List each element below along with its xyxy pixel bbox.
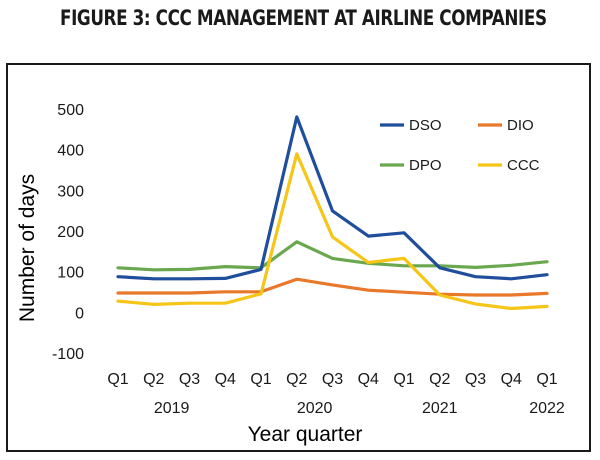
- series-line-dso: [116, 115, 549, 281]
- y-tick-label: 300: [57, 183, 84, 200]
- y-tick-label: 400: [57, 143, 84, 160]
- chart-frame: [6, 63, 591, 452]
- x-axis-ticks: Q1 Q2 Q3 Q4 Q1 Q2 Q3 Q4 Q1 Q2 Q3 Q4 Q1: [107, 371, 557, 388]
- y-tick-label: 0: [75, 305, 84, 322]
- series-line-dpo: [116, 240, 549, 272]
- x-tick-label: Q1: [250, 371, 271, 388]
- x-tick-label: Q2: [429, 371, 450, 388]
- series-lines: [116, 115, 549, 311]
- year-label: 2020: [297, 400, 333, 417]
- series-line-dio: [116, 277, 549, 297]
- x-tick-label: Q3: [465, 371, 486, 388]
- x-axis-title: Year quarter: [248, 423, 363, 446]
- x-tick-label: Q1: [536, 371, 557, 388]
- x-tick-label: Q4: [501, 371, 522, 388]
- x-tick-label: Q3: [179, 371, 200, 388]
- x-axis-year-labels: 2019 2020 2021 2022: [154, 400, 565, 417]
- y-axis-title: Number of days: [16, 174, 39, 322]
- legend-label-dpo: DPO: [409, 157, 442, 174]
- figure-title: FIGURE 3: CCC MANAGEMENT AT AIRLINE COMP…: [60, 6, 547, 30]
- year-label: 2022: [529, 400, 565, 417]
- x-tick-label: Q2: [286, 371, 307, 388]
- y-axis-ticks: -100 0 100 200 300 400 500: [52, 102, 84, 363]
- year-label: 2019: [154, 400, 190, 417]
- legend-label-dso: DSO: [409, 117, 442, 134]
- legend: DSO DIO DPO CCC: [380, 117, 540, 174]
- x-tick-label: Q4: [215, 371, 236, 388]
- x-tick-label: Q3: [322, 371, 343, 388]
- x-tick-label: Q2: [143, 371, 164, 388]
- y-tick-label: 100: [57, 265, 84, 282]
- y-tick-label: -100: [52, 346, 84, 363]
- series-line-ccc: [116, 152, 549, 311]
- y-tick-label: 200: [57, 224, 84, 241]
- legend-label-ccc: CCC: [507, 157, 540, 174]
- y-tick-label: 500: [57, 102, 84, 119]
- year-label: 2021: [422, 400, 458, 417]
- legend-label-dio: DIO: [507, 117, 534, 134]
- x-tick-label: Q1: [107, 371, 128, 388]
- x-tick-label: Q1: [393, 371, 414, 388]
- x-tick-label: Q4: [358, 371, 379, 388]
